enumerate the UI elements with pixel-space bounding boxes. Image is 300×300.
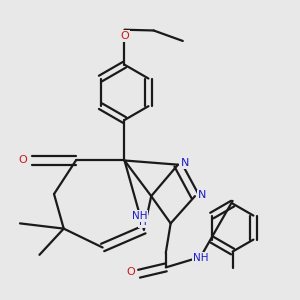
Text: O: O [120,31,129,41]
Text: NH: NH [132,211,148,221]
Text: O: O [126,267,135,278]
Text: N: N [180,158,189,168]
Text: NH: NH [193,253,208,263]
Text: H: H [139,217,146,227]
Text: N: N [197,190,206,200]
Text: O: O [18,155,27,166]
